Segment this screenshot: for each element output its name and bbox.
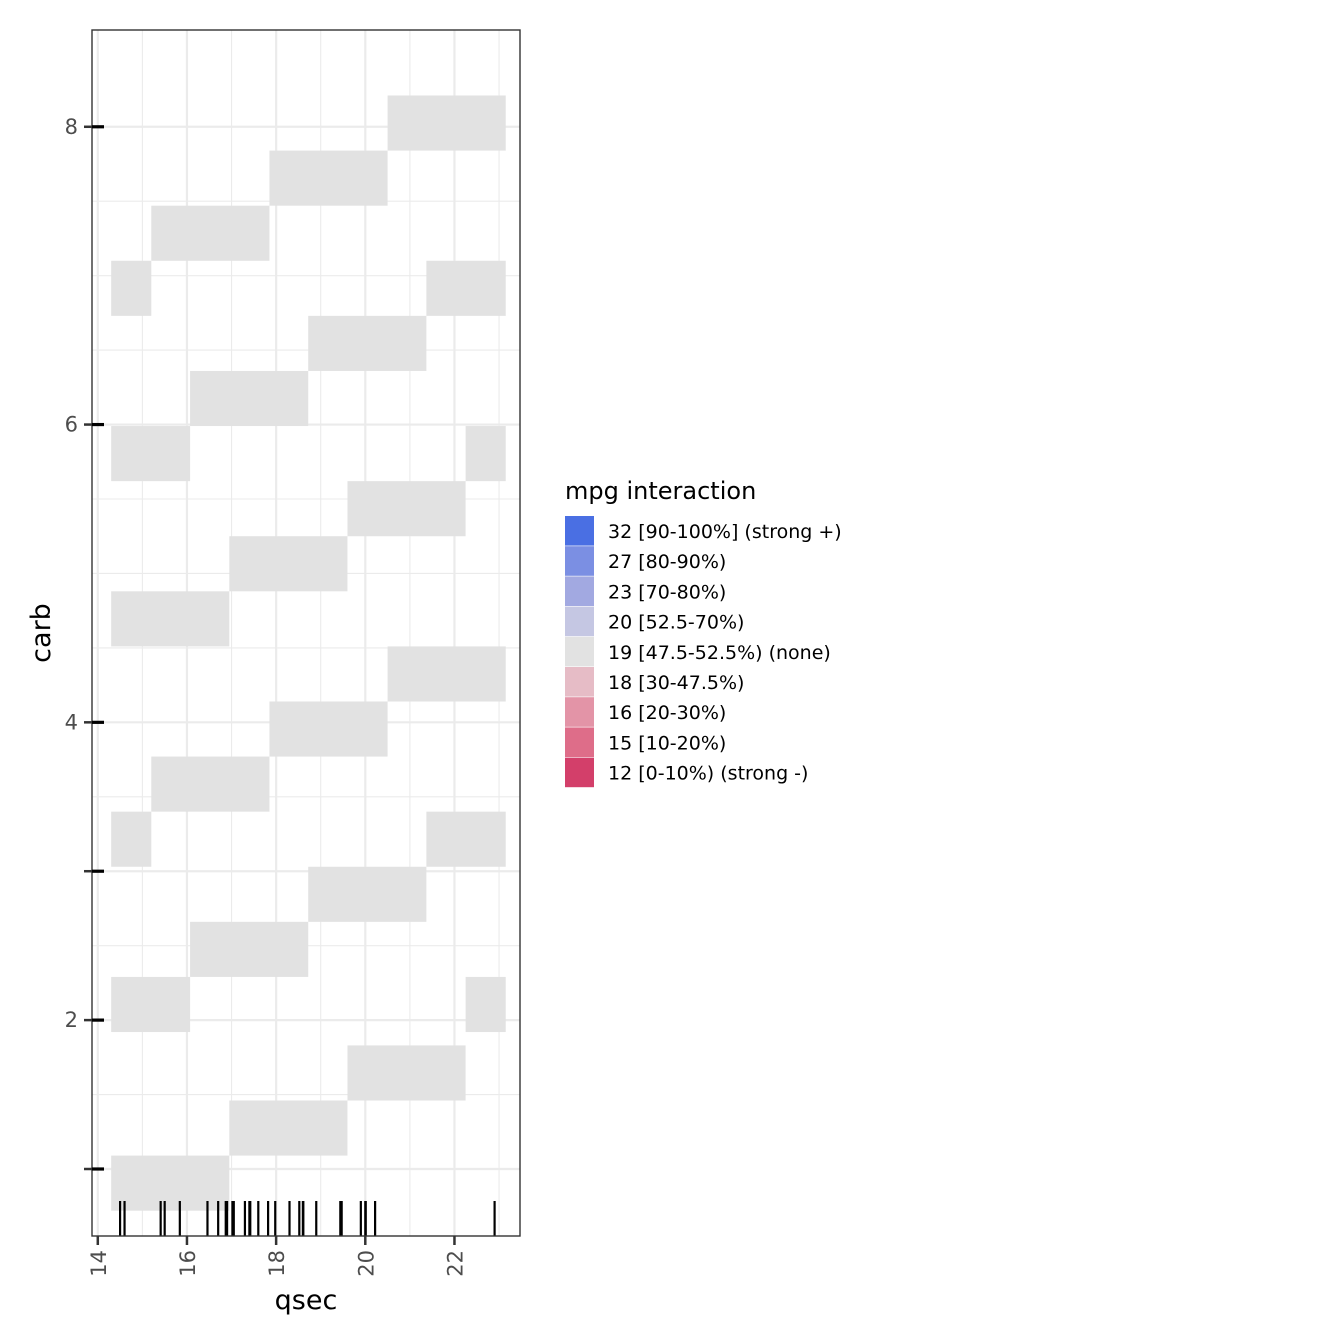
- heatmap-tile: [387, 646, 506, 702]
- x-tick-label: 22: [443, 1250, 467, 1277]
- y-tick-label: 4: [65, 710, 78, 734]
- x-tick-label: 14: [87, 1250, 111, 1277]
- x-axis-title: qsec: [275, 1285, 338, 1316]
- heatmap-tile: [111, 591, 230, 647]
- legend-key: [565, 727, 594, 757]
- legend-key: [565, 606, 594, 637]
- x-tick-label: 16: [176, 1250, 200, 1277]
- legend-title: mpg interaction: [565, 477, 756, 505]
- heatmap-tile: [111, 426, 191, 482]
- legend-key: [565, 667, 594, 697]
- heatmap-tile: [190, 921, 309, 977]
- legend-label: 23 [70-80%): [608, 581, 726, 603]
- heatmap-tile: [229, 536, 348, 592]
- heatmap-tile: [111, 976, 191, 1033]
- heatmap-tile: [347, 481, 466, 537]
- legend-key: [565, 757, 594, 788]
- heatmap-tile: [465, 976, 506, 1033]
- legend-label: 15 [10-20%): [608, 732, 726, 754]
- plot-panel: [91, 29, 521, 1237]
- y-tick-label: 6: [65, 413, 78, 437]
- heatmap-tile: [269, 150, 388, 206]
- heatmap-tile: [111, 1155, 230, 1211]
- panel-border: [91, 29, 521, 1237]
- heatmap-tile: [229, 1100, 348, 1156]
- heatmap-tile: [426, 260, 506, 316]
- heatmap-tile: [426, 811, 506, 867]
- heatmap-tile: [111, 260, 152, 316]
- heatmap-tile: [151, 756, 270, 812]
- legend-label: 18 [30-47.5%): [608, 672, 744, 694]
- legend-key: [565, 697, 594, 727]
- heatmap-tiles: [111, 95, 506, 1211]
- legend-key: [565, 546, 594, 576]
- rug-marks: [118, 1201, 496, 1236]
- y-tick-label: 2: [65, 1008, 78, 1032]
- legend-label: 12 [0-10%) (strong -): [608, 763, 808, 785]
- heatmap-tile: [308, 315, 427, 371]
- y-axis: 2 4 6 8: [65, 115, 104, 1171]
- legend-key: [565, 576, 594, 606]
- y-axis-title: carb: [26, 603, 57, 663]
- legend-label: 32 [90-100%] (strong +): [608, 521, 842, 543]
- heatmap-tile: [190, 370, 309, 427]
- y-tick-label: 8: [65, 115, 78, 139]
- heatmap-tile: [465, 426, 506, 482]
- heatmap-tile: [111, 811, 152, 867]
- legend-key: [565, 636, 594, 667]
- legend-items: 32 [90-100%] (strong +) 27 [80-90%) 23 [70…: [565, 516, 842, 788]
- legend-label: 16 [20-30%): [608, 702, 726, 724]
- heatmap-tile: [387, 95, 506, 151]
- x-tick-label: 20: [354, 1250, 378, 1277]
- heatmap-tile: [269, 701, 388, 757]
- legend: mpg interaction 32 [90-100%] (strong +) 2…: [565, 477, 842, 788]
- heatmap-tile: [151, 205, 270, 261]
- legend-key: [565, 516, 594, 546]
- heatmap-tile: [308, 866, 427, 922]
- legend-label: 27 [80-90%): [608, 551, 726, 573]
- heatmap-tile: [347, 1045, 466, 1101]
- legend-label: 20 [52.5-70%): [608, 612, 744, 634]
- x-tick-label: 18: [265, 1250, 289, 1277]
- legend-label: 19 [47.5-52.5%) (none): [608, 642, 831, 664]
- x-axis: 14 16 18 20 22: [87, 1236, 467, 1277]
